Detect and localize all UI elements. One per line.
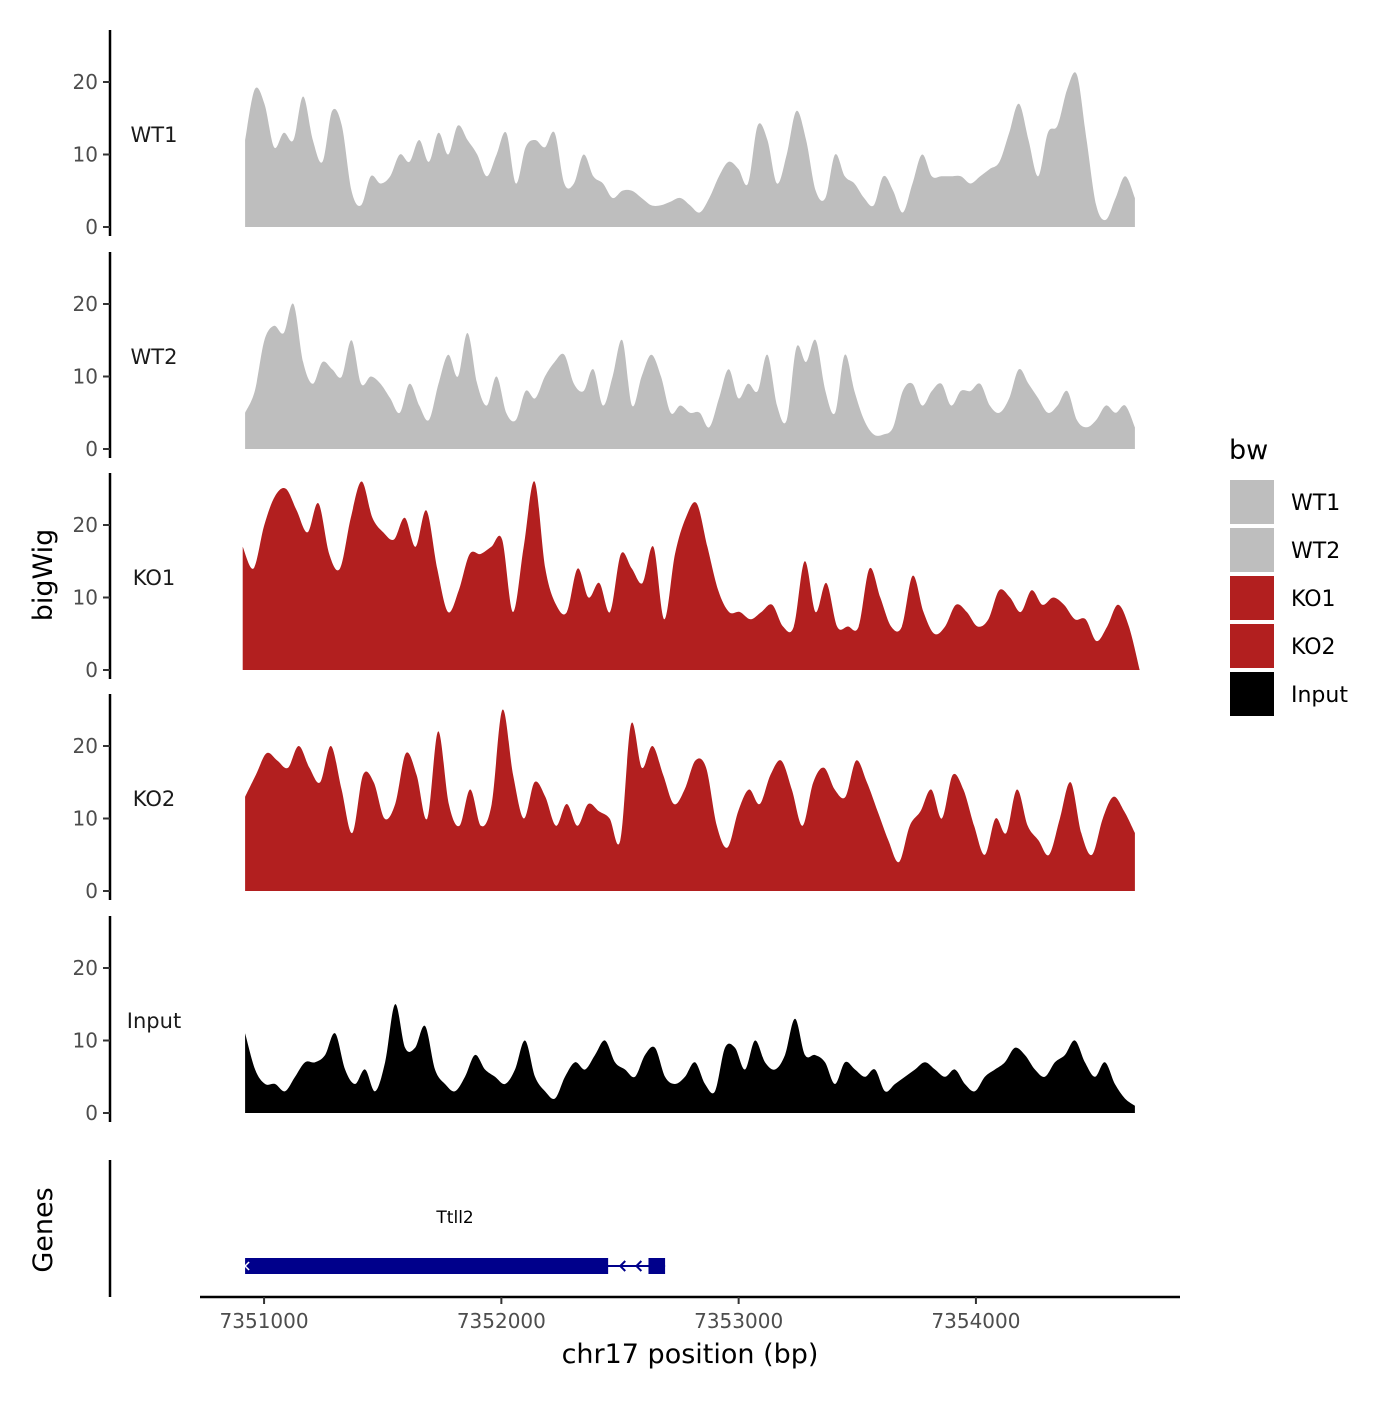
legend-label: KO2	[1291, 635, 1336, 660]
genes-panel: Ttll2	[108, 1160, 666, 1297]
track-label: KO2	[133, 787, 176, 811]
x-tick-label: 7352000	[457, 1309, 546, 1333]
y-tick-label: 10	[73, 143, 98, 167]
y-tick-label: 20	[73, 70, 98, 94]
x-axis: 7351000 7352000 7353000 7354000	[200, 1295, 1180, 1333]
legend-swatch	[1230, 528, 1274, 572]
legend-swatch	[1230, 672, 1274, 716]
y-tick-label: 10	[73, 365, 98, 389]
legend-label: KO1	[1291, 587, 1336, 612]
y-tick-label: 0	[85, 215, 98, 239]
strand-arrow	[618, 1260, 626, 1272]
signal-area-wt2	[245, 303, 1135, 449]
y-tick-label: 0	[85, 437, 98, 461]
track-label: WT1	[131, 123, 178, 147]
legend-swatch	[1230, 624, 1274, 668]
signal-area-wt1	[245, 72, 1135, 227]
y-tick-label: 0	[85, 1101, 98, 1125]
track-ko2: 0 10 20 KO2	[73, 694, 1135, 903]
track-wt2: 0 10 20 WT2	[73, 252, 1135, 461]
x-tick-label: 7351000	[220, 1309, 309, 1333]
y-tick-label: 20	[73, 292, 98, 316]
track-label: Input	[127, 1009, 181, 1033]
tracks: 0 10 20 WT1 0 10 20 WT2 0 10 20 KO1 0 10 20 KO2 0 10 20 Inp…	[73, 30, 1140, 1125]
legend-label: Input	[1291, 683, 1348, 708]
track-wt1: 0 10 20 WT1	[73, 30, 1135, 239]
legend-swatch	[1230, 576, 1274, 620]
gene-exon	[648, 1258, 666, 1274]
genes-axis-title: Genes	[28, 1187, 59, 1272]
legend-item-ko2: KO2	[1230, 624, 1336, 668]
y-tick-label: 0	[85, 879, 98, 903]
strand-arrow	[244, 1261, 250, 1271]
x-axis-title: chr17 position (bp)	[562, 1339, 819, 1370]
legend-swatch	[1230, 480, 1274, 524]
track-label: WT2	[131, 345, 178, 369]
signal-area-ko1	[242, 481, 1140, 670]
y-tick-label: 10	[73, 586, 98, 610]
track-input: 0 10 20 Input	[73, 916, 1135, 1125]
track-ko1: 0 10 20 KO1	[73, 473, 1140, 682]
track-label: KO1	[133, 566, 176, 590]
x-tick-label: 7353000	[694, 1309, 783, 1333]
legend-item-wt1: WT1	[1230, 480, 1340, 524]
y-tick-label: 10	[73, 807, 98, 831]
y-tick-label: 20	[73, 513, 98, 537]
signal-area-input	[245, 1004, 1135, 1113]
legend: bw WT1 WT2 KO1 KO2 Input	[1229, 435, 1348, 716]
y-tick-label: 0	[85, 658, 98, 682]
legend-item-wt2: WT2	[1230, 528, 1340, 572]
legend-item-ko1: KO1	[1230, 576, 1336, 620]
gene-label: Ttll2	[435, 1208, 473, 1228]
signal-area-ko2	[245, 709, 1135, 891]
legend-title: bw	[1229, 435, 1268, 466]
y-tick-label: 10	[73, 1029, 98, 1053]
y-tick-label: 20	[73, 734, 98, 758]
y-tick-label: 20	[73, 956, 98, 980]
legend-label: WT2	[1291, 539, 1340, 564]
legend-label: WT1	[1291, 491, 1340, 516]
y-axis-title: bigWig	[28, 529, 59, 622]
gene-exon	[245, 1258, 609, 1274]
strand-arrow	[634, 1260, 643, 1272]
x-tick-label: 7354000	[931, 1309, 1020, 1333]
gene-ttll2: Ttll2	[244, 1208, 666, 1274]
legend-item-input: Input	[1230, 672, 1348, 716]
